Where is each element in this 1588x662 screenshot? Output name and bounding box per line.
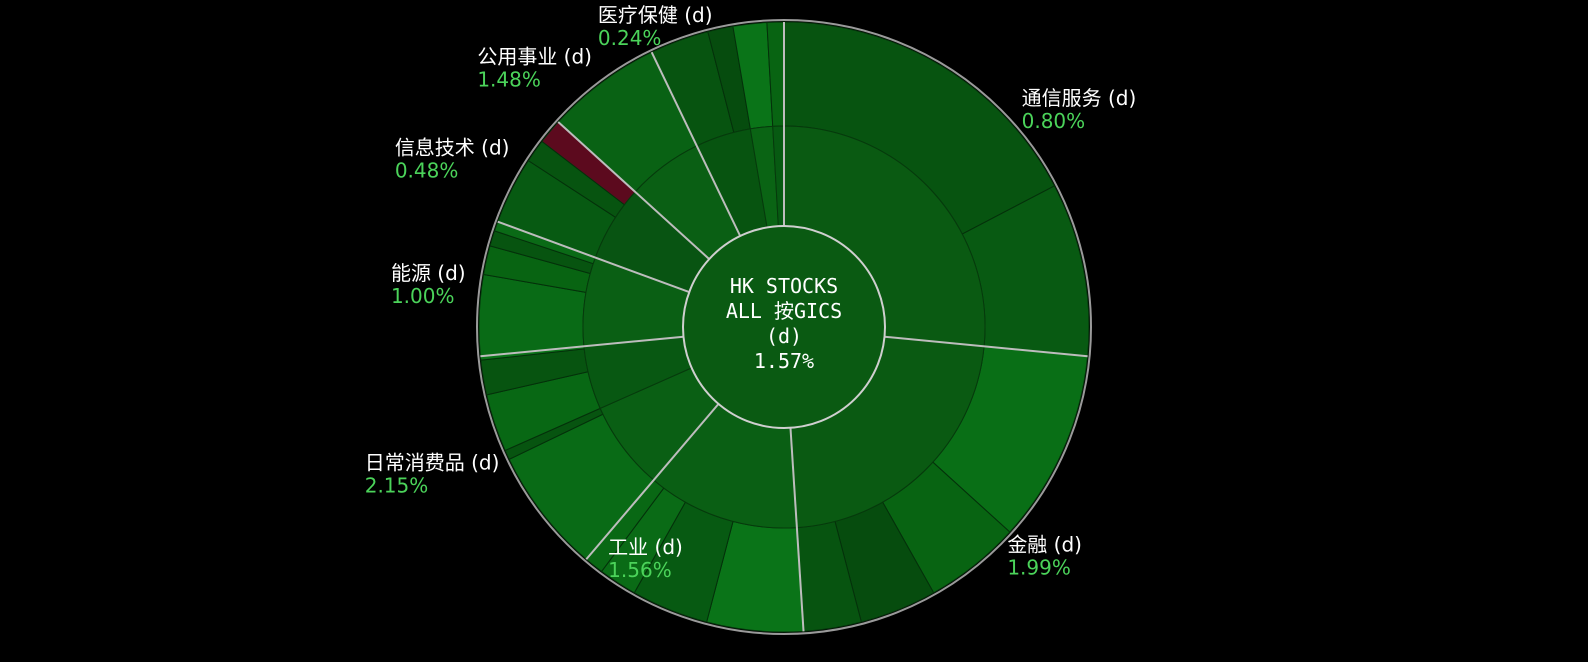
- center-value: 1.57%: [754, 349, 814, 373]
- center-line-3: (d): [766, 324, 802, 348]
- sector-label-name: 通信服务 (d): [1022, 86, 1137, 110]
- sector-separator: [789, 427, 805, 632]
- industry-ring: [582, 125, 986, 529]
- sector-separator: [480, 335, 684, 358]
- sector-label-value: 1.00%: [391, 284, 455, 308]
- sector-label-name: 工业 (d): [608, 535, 683, 559]
- sector-separator: [650, 51, 742, 237]
- sector-separator: [585, 403, 720, 560]
- sector-separators: [480, 22, 1088, 632]
- sector-label-value: 2.15%: [365, 473, 429, 497]
- center-line-1: HK STOCKS: [730, 274, 838, 298]
- sector-label-name: 日常消费品 (d): [365, 450, 500, 474]
- leaf-ring: [478, 21, 1090, 633]
- sector-label-value: 1.48%: [477, 68, 541, 92]
- sector-label-value: 1.56%: [608, 558, 672, 582]
- outer-ring: [476, 19, 1092, 635]
- sector-label-value: 1.99%: [1007, 556, 1071, 580]
- sector-label-name: 能源 (d): [391, 261, 466, 285]
- sector-labels: 通信服务 (d)0.80% 金融 (d)1.99% 工业 (d)1.56% 日常消费品…: [365, 3, 1137, 582]
- sector-separator: [557, 121, 710, 260]
- center-line-2: ALL 按GICS: [726, 299, 842, 323]
- sector-label-value: 0.48%: [395, 159, 459, 183]
- sector-label-name: 医疗保健 (d): [598, 3, 713, 27]
- sector-label-name: 金融 (d): [1007, 533, 1082, 557]
- center-disc[interactable]: [682, 225, 886, 429]
- sector-label-name: 公用事业 (d): [477, 45, 592, 69]
- sector-separator: [884, 335, 1088, 358]
- sector-separator: [497, 220, 690, 294]
- sector-label-name: 信息技术 (d): [395, 136, 510, 160]
- sector-label-value: 0.24%: [598, 26, 662, 50]
- sector-label-value: 0.80%: [1022, 109, 1086, 133]
